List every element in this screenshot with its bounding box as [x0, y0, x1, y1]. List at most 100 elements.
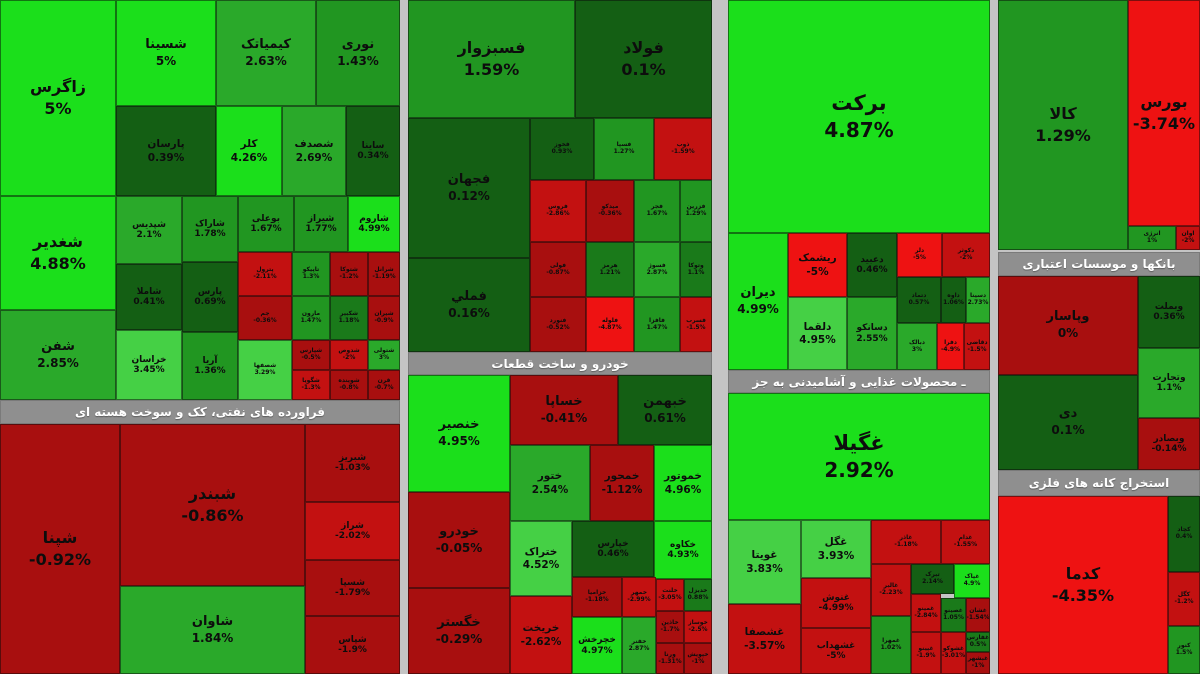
treemap-tile[interactable]: برکت 4.87% — [728, 0, 990, 233]
treemap-tile[interactable]: خفنر 2.87% — [622, 617, 656, 674]
treemap-tile[interactable]: شاروم 4.99% — [348, 196, 400, 252]
treemap-tile[interactable]: غگیلا 2.92% — [728, 393, 990, 520]
treemap-tile[interactable]: کدما -4.35% — [998, 496, 1168, 674]
treemap-tile[interactable]: بورس -3.74% — [1128, 0, 1200, 226]
treemap-tile[interactable]: غنوش -4.99% — [801, 578, 871, 628]
treemap-tile[interactable]: کنور 1.5% — [1168, 626, 1200, 674]
treemap-tile[interactable]: غاذر -1.18% — [871, 520, 941, 564]
treemap-tile[interactable]: شبریز -1.03% — [305, 424, 400, 502]
treemap-tile[interactable]: کلر 4.26% — [216, 106, 282, 196]
treemap-tile[interactable]: خدیزل 0.88% — [684, 579, 712, 611]
treemap-tile[interactable]: غبشهر -1% — [966, 652, 990, 674]
treemap-tile[interactable]: غپاک 4.9% — [954, 564, 990, 598]
treemap-tile[interactable]: تاپیکو 1.3% — [292, 252, 330, 296]
treemap-tile[interactable]: فنورد -0.52% — [530, 297, 586, 352]
treemap-tile[interactable]: شپاس -1.9% — [305, 616, 400, 674]
treemap-tile[interactable]: مارون 1.47% — [292, 296, 330, 340]
treemap-tile[interactable]: شبندر -0.86% — [120, 424, 305, 586]
treemap-tile[interactable]: ساینا 0.34% — [346, 106, 400, 196]
treemap-tile[interactable]: فسرب -1.5% — [680, 297, 712, 352]
treemap-tile[interactable]: وپاسار 0% — [998, 276, 1138, 375]
treemap-tile[interactable]: شاراک 1.78% — [182, 196, 238, 262]
treemap-tile[interactable]: خکاوه 4.93% — [654, 521, 712, 579]
treemap-tile[interactable]: دی 0.1% — [998, 375, 1138, 470]
treemap-tile[interactable]: فافزا 1.47% — [634, 297, 680, 352]
treemap-tile[interactable]: غشصفا -3.57% — [728, 604, 801, 674]
treemap-tile[interactable]: غپینو -1.9% — [911, 632, 941, 674]
treemap-tile[interactable]: فسپا 1.27% — [594, 118, 654, 180]
treemap-tile[interactable]: ورنا -1.31% — [656, 643, 684, 674]
treemap-tile[interactable]: شگویا -1.3% — [292, 370, 330, 400]
treemap-tile[interactable]: دعبید 0.46% — [847, 233, 897, 297]
treemap-tile[interactable]: غصینو 1.05% — [941, 598, 966, 632]
treemap-tile[interactable]: غشوکو -3.01% — [941, 632, 966, 674]
treemap-tile[interactable]: خبهمن 0.61% — [618, 375, 712, 445]
treemap-tile[interactable]: وتجارت 1.1% — [1138, 348, 1200, 418]
treemap-tile[interactable]: خموتور 4.96% — [654, 445, 712, 521]
treemap-tile[interactable]: شصدف 2.69% — [282, 106, 346, 196]
treemap-tile[interactable]: جم -0.36% — [238, 296, 292, 340]
treemap-tile[interactable]: داوه 1.06% — [941, 277, 966, 323]
treemap-tile[interactable]: شپارس -0.5% — [292, 340, 330, 370]
treemap-tile[interactable]: شاملا 0.41% — [116, 264, 182, 330]
treemap-tile[interactable]: دفرا -4.9% — [937, 323, 964, 370]
treemap-tile[interactable]: غگل 3.93% — [801, 520, 871, 578]
treemap-tile[interactable]: غویتا 3.83% — [728, 520, 801, 604]
treemap-tile[interactable]: زاگرس 5% — [0, 0, 116, 196]
treemap-tile[interactable]: فجر 1.67% — [634, 180, 680, 242]
treemap-tile[interactable]: کگل -1.2% — [1168, 572, 1200, 626]
treemap-tile[interactable]: فزرین 1.29% — [680, 180, 712, 242]
treemap-tile[interactable]: اوان -2% — [1176, 226, 1200, 250]
treemap-tile[interactable]: شراز -2.02% — [305, 502, 400, 560]
treemap-tile[interactable]: دقاضی -1.5% — [964, 323, 990, 370]
treemap-tile[interactable]: شکبیر 1.18% — [330, 296, 368, 340]
treemap-tile[interactable]: خوساز -2.5% — [684, 611, 712, 643]
treemap-tile[interactable]: دتماد 0.57% — [897, 277, 941, 323]
treemap-tile[interactable]: خمهر -2.99% — [622, 577, 656, 617]
treemap-tile[interactable]: شوینده -0.8% — [330, 370, 368, 400]
treemap-tile[interactable]: کیمیاتک 2.63% — [216, 0, 316, 106]
treemap-tile[interactable]: شیراز 1.77% — [294, 196, 348, 252]
treemap-tile[interactable]: غدام -1.55% — [941, 520, 990, 564]
treemap-tile[interactable]: فخوز 0.93% — [530, 118, 594, 180]
treemap-tile[interactable]: پترول -2.11% — [238, 252, 292, 296]
treemap-tile[interactable]: کچاد 0.4% — [1168, 496, 1200, 572]
treemap-tile[interactable]: غمینو -2.84% — [911, 594, 941, 632]
treemap-tile[interactable]: شتوکا -1.2% — [330, 252, 368, 296]
treemap-tile[interactable]: خلنت -3.05% — [656, 579, 684, 611]
treemap-tile[interactable]: وتوکا 1.1% — [680, 242, 712, 297]
treemap-tile[interactable]: آریا 1.36% — [182, 332, 238, 400]
treemap-tile[interactable]: ختور 2.54% — [510, 445, 590, 521]
treemap-tile[interactable]: شغدیر 4.88% — [0, 196, 116, 310]
treemap-tile[interactable]: خگستر -0.29% — [408, 588, 510, 674]
treemap-tile[interactable]: شپنا -0.92% — [0, 424, 120, 674]
treemap-tile[interactable]: میدکو -0.36% — [586, 180, 634, 242]
treemap-tile[interactable]: دسینا 2.73% — [966, 277, 990, 323]
treemap-tile[interactable]: شفن 2.85% — [0, 310, 116, 400]
treemap-tile[interactable]: خنصیر 4.95% — [408, 375, 510, 492]
treemap-tile[interactable]: ختراک 4.52% — [510, 521, 572, 596]
treemap-tile[interactable]: شدوص -2% — [330, 340, 368, 370]
treemap-tile[interactable]: فجهان 0.12% — [408, 118, 530, 258]
treemap-tile[interactable]: خپویش -1% — [684, 643, 712, 674]
treemap-tile[interactable]: غالبر -2.23% — [871, 564, 911, 616]
treemap-tile[interactable]: غشان -1.54% — [966, 598, 990, 632]
treemap-tile[interactable]: دبالک 3% — [897, 323, 937, 370]
treemap-tile[interactable]: پارس 0.69% — [182, 262, 238, 332]
treemap-tile[interactable]: خراسان 3.45% — [116, 330, 182, 400]
treemap-tile[interactable]: تبرک 2.14% — [911, 564, 954, 594]
treemap-tile[interactable]: وبملت 0.36% — [1138, 276, 1200, 348]
treemap-tile[interactable]: خزامیا -1.18% — [572, 577, 622, 617]
treemap-tile[interactable]: دیران 4.99% — [728, 233, 788, 370]
treemap-tile[interactable]: فروس -2.86% — [530, 180, 586, 242]
treemap-tile[interactable]: غشهداب -5% — [801, 628, 871, 674]
treemap-tile[interactable]: شرانل -1.19% — [368, 252, 400, 296]
treemap-tile[interactable]: خمحور -1.12% — [590, 445, 654, 521]
treemap-tile[interactable]: غفارس 0.5% — [966, 632, 990, 652]
treemap-tile[interactable]: دلقما 4.95% — [788, 297, 847, 370]
treemap-tile[interactable]: فولاد 0.1% — [575, 0, 712, 118]
treemap-tile[interactable]: پارسان 0.39% — [116, 106, 216, 196]
treemap-tile[interactable]: شیران -0.9% — [368, 296, 400, 340]
treemap-tile[interactable]: فولی -0.87% — [530, 242, 586, 297]
treemap-tile[interactable]: قرن -0.7% — [368, 370, 400, 400]
